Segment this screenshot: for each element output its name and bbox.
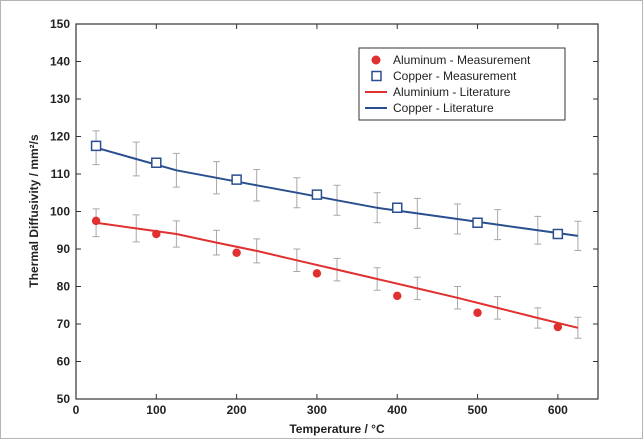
copper-literature-errorbar: [574, 220, 582, 251]
aluminum-measurement-point: [312, 269, 322, 278]
x-axis-title: Temperature / °C: [289, 422, 385, 436]
y-tick-label: 130: [50, 92, 70, 106]
y-tick-label: 120: [50, 130, 70, 144]
aluminum-measurement-point: [473, 308, 482, 317]
legend-aluminum-measurement-marker: [371, 55, 381, 65]
y-tick-label: 60: [57, 355, 71, 369]
y-tick-label: 50: [57, 392, 71, 406]
legend: Aluminum - Measurement Copper - Measurem…: [358, 47, 566, 121]
legend-copper-measurement-marker: [371, 70, 382, 82]
lines-layer: [95, 146, 579, 329]
aluminum-measurement-point: [553, 322, 563, 332]
aluminium-literature-errorbar: [574, 316, 582, 339]
copper-measurement-point: [391, 202, 403, 213]
legend-aluminum-measurement-label: Aluminum - Measurement: [393, 53, 531, 67]
markers-layer: [90, 140, 564, 332]
legend-aluminium-literature-label: Aluminium - Literature: [393, 85, 511, 99]
copper-measurement-point: [90, 140, 102, 152]
aluminium-literature-line: [95, 221, 579, 329]
aluminum-measurement-point: [232, 248, 241, 257]
x-tick-label: 200: [227, 403, 247, 417]
y-tick-label: 80: [57, 280, 71, 294]
x-tick-label: 0: [73, 403, 80, 417]
ticks-layer: 50 60 70 80 90 100 110 120 130 140 150 0 100 200 300 40…: [50, 17, 598, 417]
copper-measurement-point: [231, 174, 242, 185]
x-tick-label: 400: [387, 403, 407, 417]
y-tick-label: 70: [57, 317, 71, 331]
legend-copper-literature-label: Copper - Literature: [393, 101, 494, 115]
y-tick-label: 90: [57, 242, 71, 256]
legend-box: [358, 47, 566, 121]
y-tick-label: 100: [50, 205, 70, 219]
errorbars-layer: [92, 130, 582, 339]
y-tick-label: 140: [50, 55, 70, 69]
y-axis-title: Thermal Diffusivity / mm²/s: [27, 134, 41, 288]
copper-measurement-point: [151, 157, 162, 168]
copper-measurement-point: [311, 189, 323, 200]
y-tick-label: 150: [50, 17, 70, 31]
y-tick-label: 110: [51, 167, 71, 181]
x-tick-label: 500: [468, 403, 488, 417]
copper-measurement-point: [472, 217, 483, 228]
legend-copper-measurement-label: Copper - Measurement: [393, 69, 517, 83]
aluminum-measurement-point: [91, 216, 101, 226]
x-tick-label: 600: [548, 403, 568, 417]
aluminum-measurement-point: [393, 291, 402, 301]
copper-literature-line: [95, 146, 579, 237]
x-tick-label: 300: [307, 403, 327, 417]
x-tick-label: 100: [146, 403, 166, 417]
aluminum-measurement-point: [152, 229, 161, 239]
copper-measurement-point: [552, 228, 564, 240]
